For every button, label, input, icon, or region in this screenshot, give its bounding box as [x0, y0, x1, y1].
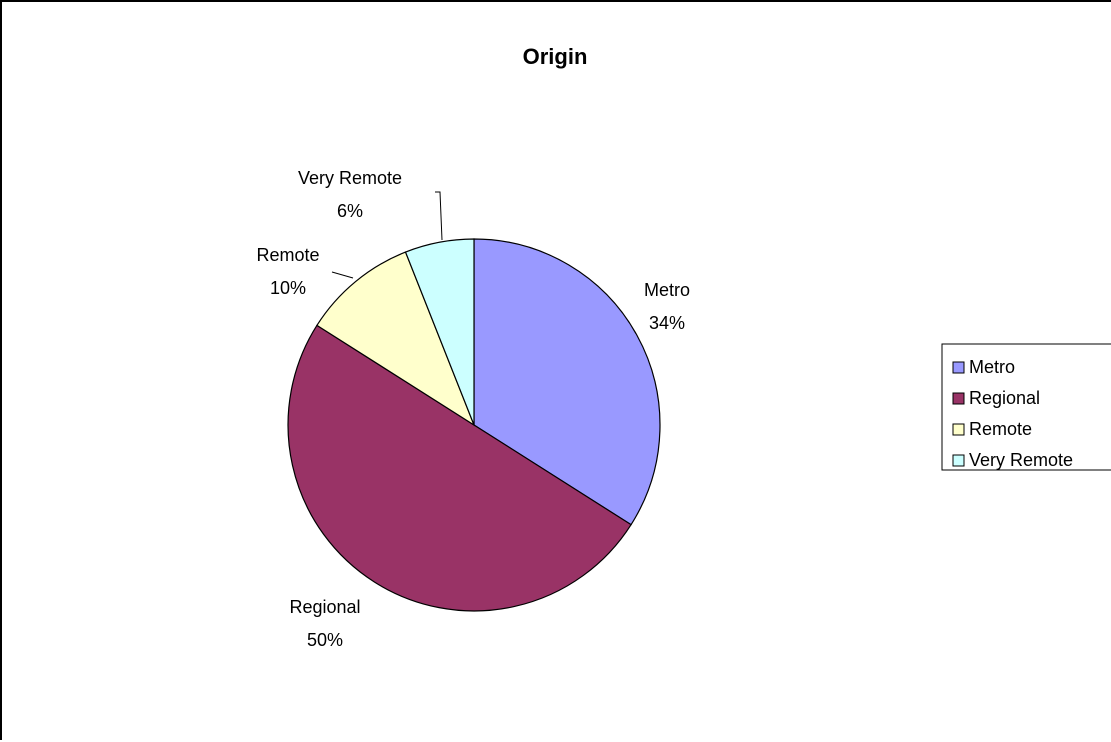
data-label-regional-percent: 50% [307, 630, 343, 650]
chart-title: Origin [523, 44, 588, 69]
data-label-remote-percent: 10% [270, 278, 306, 298]
legend-swatch-metro [952, 361, 965, 374]
pie-slices [287, 238, 661, 612]
pie-slice-metro [473, 238, 661, 526]
data-label-metro-percent: 34% [649, 313, 685, 333]
data-label-very-remote-percent: 6% [337, 201, 363, 221]
leader-line-very-remote [435, 191, 443, 241]
pie-slice-regional [287, 324, 632, 612]
pie-slice-very-remote [404, 238, 475, 426]
legend: Metro Regional Remote Very Remote [941, 343, 1111, 471]
legend-swatch-remote [952, 423, 965, 436]
leader-lines [331, 191, 443, 279]
data-label-very-remote-category: Very Remote [298, 168, 402, 188]
pie-slice-remote [316, 251, 476, 427]
data-labels: Metro 34% Regional 50% Remote 10% Very Remote 6… [256, 168, 690, 650]
legend-label-regional: Regional [969, 388, 1040, 408]
legend-label-very-remote: Very Remote [969, 450, 1073, 470]
data-label-regional-category: Regional [289, 597, 360, 617]
legend-label-remote: Remote [969, 419, 1032, 439]
data-label-remote-category: Remote [256, 245, 319, 265]
data-label-metro-category: Metro [644, 280, 690, 300]
leader-line-remote [331, 271, 354, 279]
legend-swatch-very-remote [952, 454, 965, 467]
legend-swatch-regional [952, 392, 965, 405]
legend-label-metro: Metro [969, 357, 1015, 377]
legend-box [941, 343, 1111, 471]
